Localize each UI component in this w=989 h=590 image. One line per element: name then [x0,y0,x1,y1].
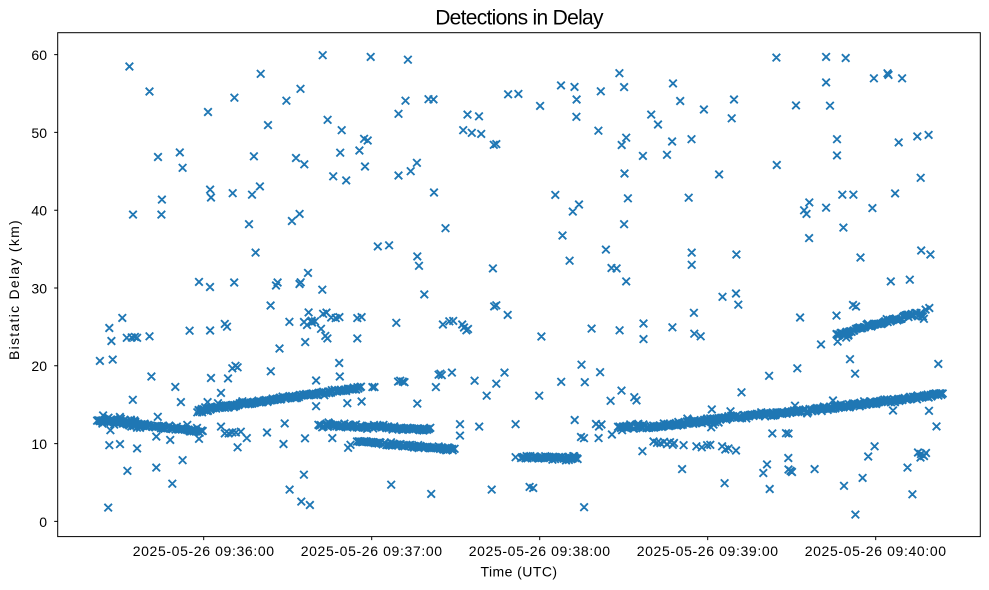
svg-text:20: 20 [31,358,47,374]
svg-text:Bistatic Delay (km): Bistatic Delay (km) [6,219,22,360]
svg-text:2025-05-26 09:39:00: 2025-05-26 09:39:00 [637,543,779,559]
svg-text:50: 50 [31,125,47,141]
svg-text:10: 10 [31,436,47,452]
svg-text:2025-05-26 09:40:00: 2025-05-26 09:40:00 [805,543,947,559]
svg-text:2025-05-26 09:38:00: 2025-05-26 09:38:00 [469,543,611,559]
svg-text:0: 0 [39,514,47,530]
svg-text:40: 40 [31,203,47,219]
svg-text:2025-05-26 09:37:00: 2025-05-26 09:37:00 [301,543,443,559]
svg-text:Time (UTC): Time (UTC) [481,564,558,580]
svg-text:60: 60 [31,47,47,63]
svg-text:2025-05-26 09:36:00: 2025-05-26 09:36:00 [133,543,275,559]
svg-text:Detections in Delay: Detections in Delay [435,7,604,30]
svg-text:30: 30 [31,280,47,296]
